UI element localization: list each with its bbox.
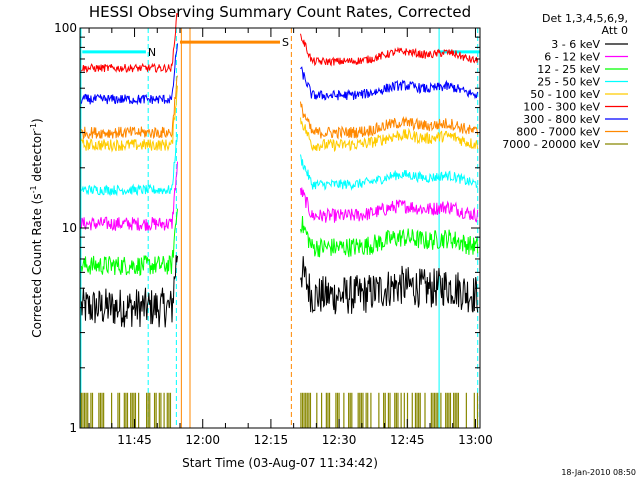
flag-label: S [282, 36, 289, 49]
series-5 [80, 12, 479, 74]
series-4 [80, 85, 479, 153]
y-tick-label: 1 [69, 421, 77, 435]
series-2 [80, 208, 479, 277]
series-6 [80, 43, 479, 106]
legend-entry-label: 300 - 800 keV [523, 113, 600, 126]
x-tick-label: 12:00 [185, 433, 220, 447]
y-axis-label: Corrected Count Rate (s-1 detector-1) [29, 118, 44, 337]
svg-text:Corrected Count Rate (s-1 dete: Corrected Count Rate (s-1 detector-1) [29, 118, 44, 337]
x-tick-label: 12:45 [390, 433, 425, 447]
x-axis-label: Start Time (03-Aug-07 11:34:42) [182, 456, 378, 470]
legend-title: Det 1,3,4,5,6,9, [542, 12, 628, 25]
x-tick-label: 12:15 [254, 433, 289, 447]
legend-entry-label: 25 - 50 keV [537, 76, 600, 89]
series-7 [80, 75, 479, 140]
y-tick-label: 10 [62, 221, 77, 235]
legend-entry-label: 800 - 7000 keV [516, 126, 600, 139]
x-tick-label: 13:00 [458, 433, 493, 447]
legend-title: Att 0 [602, 24, 628, 37]
series-3 [80, 134, 479, 197]
x-tick-label: 11:45 [117, 433, 152, 447]
series-1 [80, 161, 479, 231]
x-tick-label: 12:30 [322, 433, 357, 447]
legend-entry-label: 7000 - 20000 keV [502, 138, 600, 151]
y-tick-label: 100 [54, 21, 77, 35]
series-0 [80, 255, 479, 328]
axes: 1 10 100 11:45 12:00 12:15 12:30 12:45 13:00 [54, 21, 493, 447]
legend-entry-label: 3 - 6 keV [551, 38, 600, 51]
series-8 [80, 392, 479, 428]
flag-label: N [148, 46, 156, 59]
timestamp-label: 18-Jan-2010 08:50 [561, 468, 636, 477]
plot-area: NS [80, 12, 480, 428]
legend-entry-label: 12 - 25 keV [537, 63, 600, 76]
chart-title: HESSI Observing Summary Count Rates, Cor… [89, 3, 471, 21]
legend-entry-label: 6 - 12 keV [544, 51, 600, 64]
legend-entry-label: 50 - 100 keV [530, 88, 600, 101]
legend-entry-label: 100 - 300 keV [523, 101, 600, 114]
